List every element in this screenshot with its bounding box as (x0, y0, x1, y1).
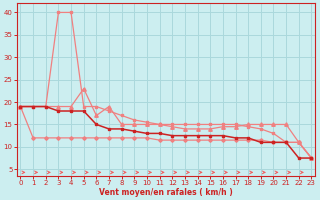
X-axis label: Vent moyen/en rafales ( km/h ): Vent moyen/en rafales ( km/h ) (99, 188, 233, 197)
